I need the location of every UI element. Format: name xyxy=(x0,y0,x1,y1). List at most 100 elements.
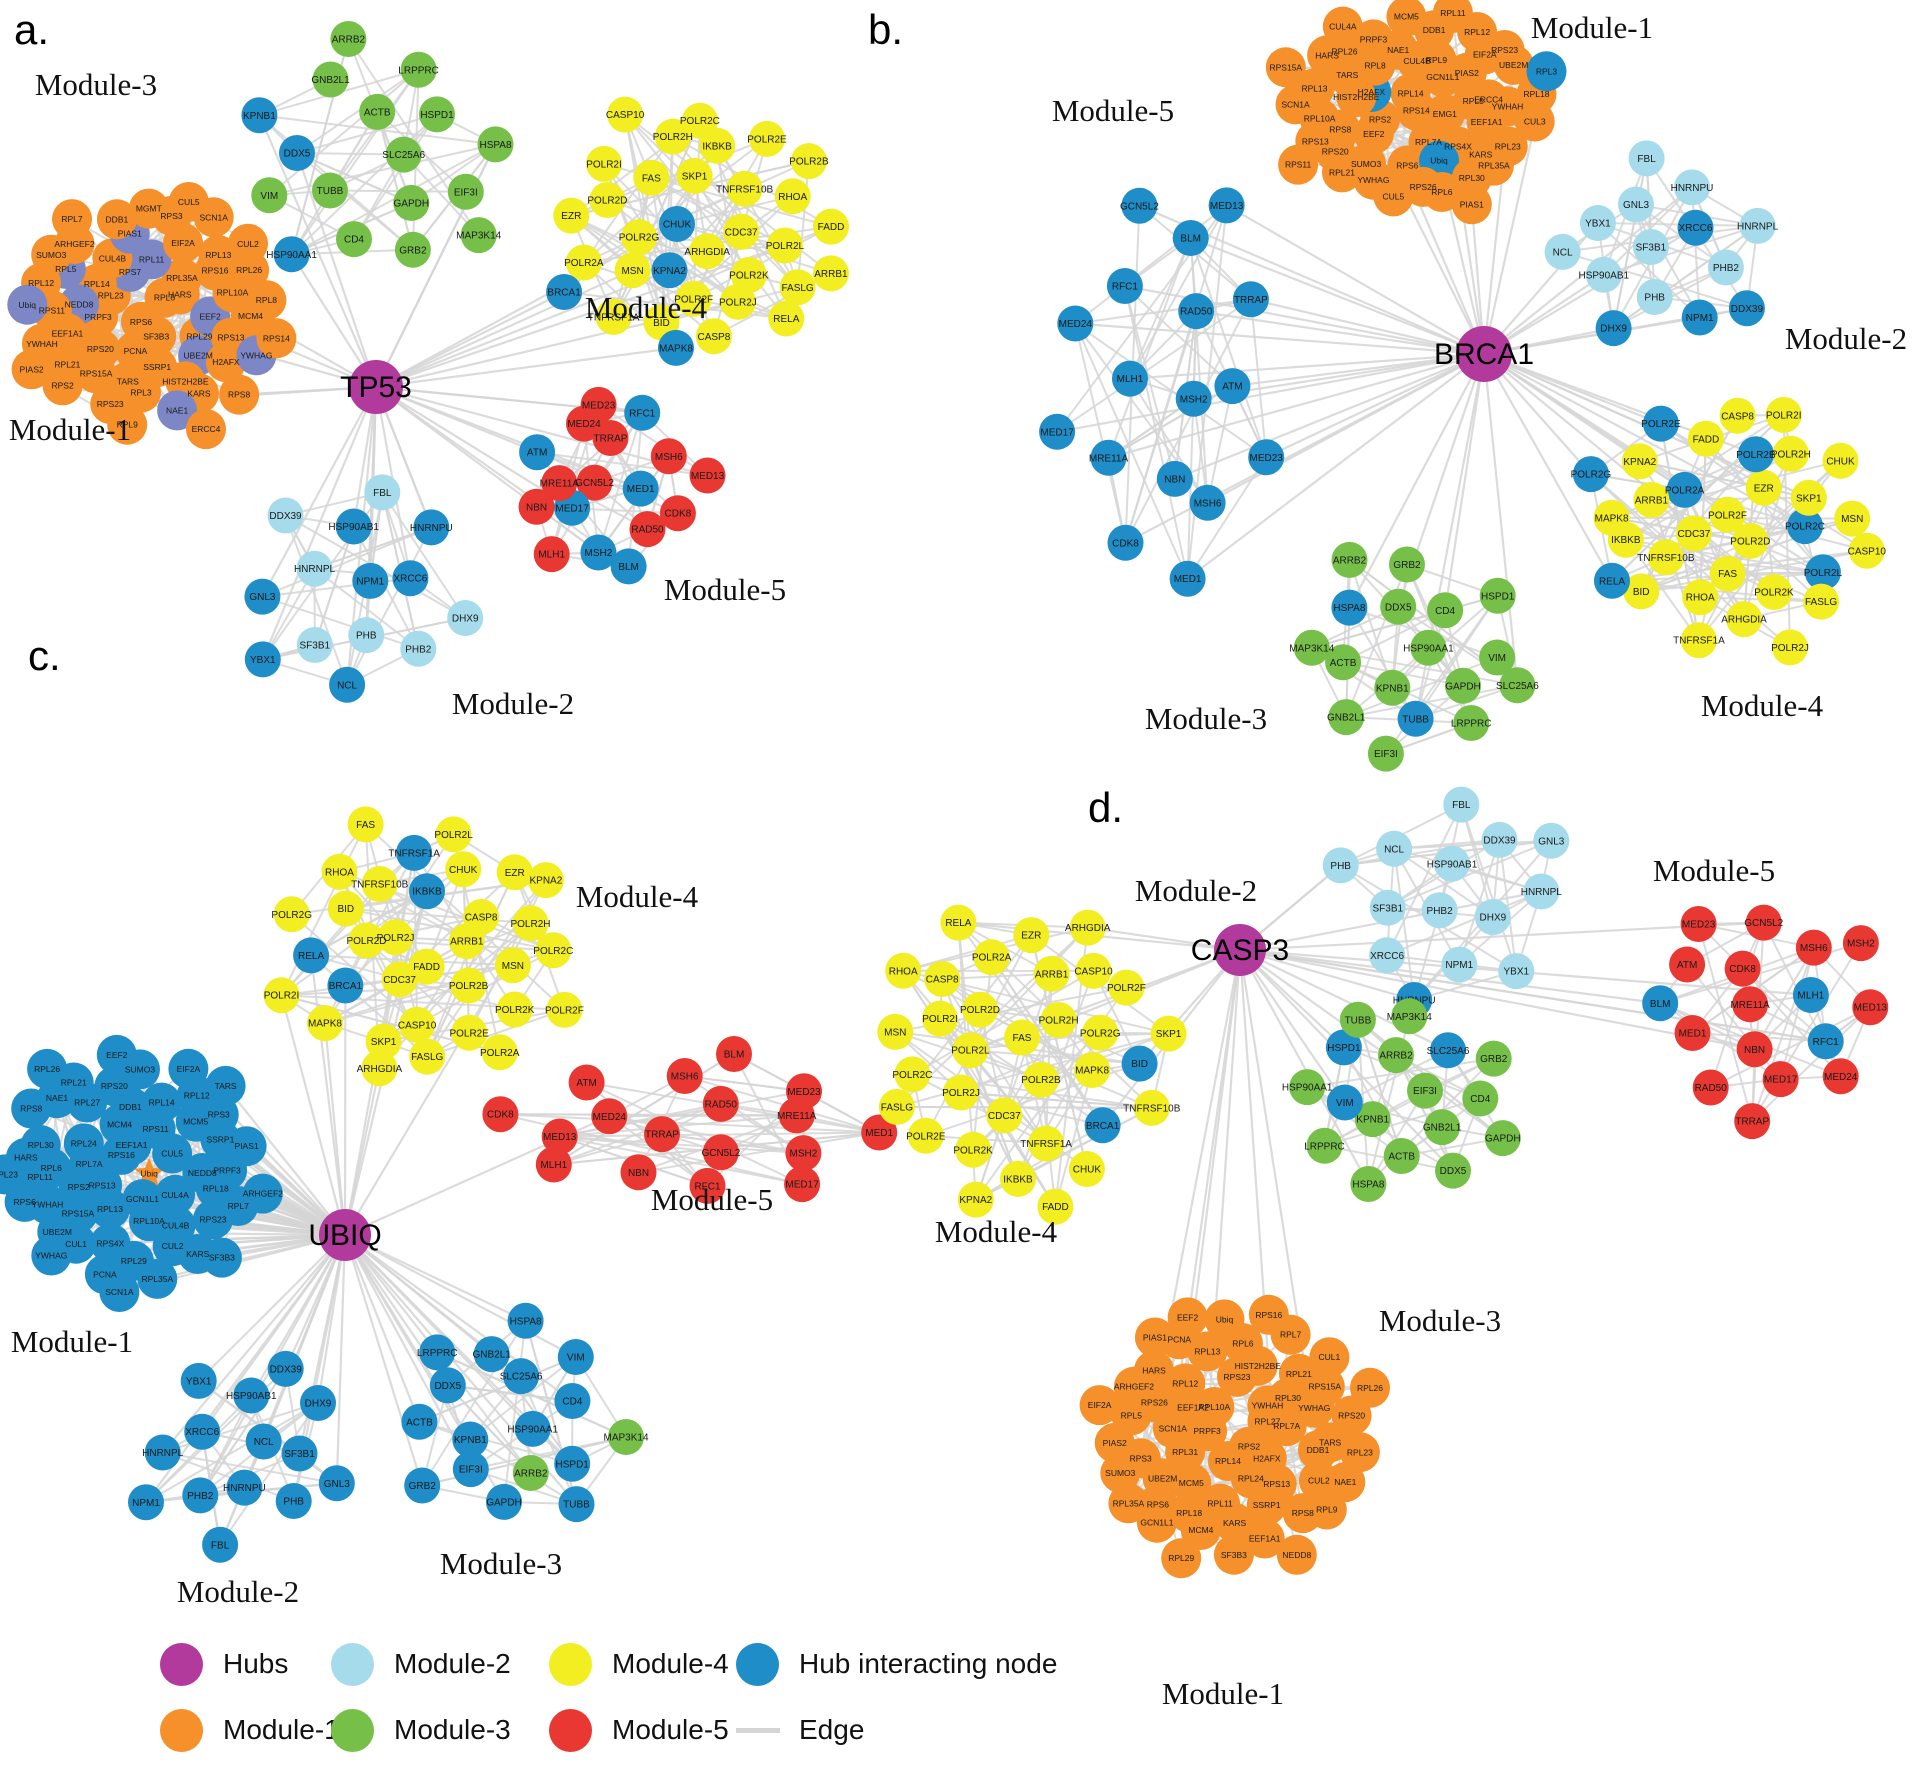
node-RHOA[interactable] xyxy=(1682,579,1719,616)
node-HSPA8[interactable] xyxy=(507,1302,544,1339)
node-ARRB2[interactable] xyxy=(1331,541,1368,578)
node-FBL[interactable] xyxy=(1628,140,1665,177)
node-POLR2D[interactable] xyxy=(589,182,626,218)
node-BRCA1[interactable] xyxy=(327,967,364,1004)
node-POLR2E[interactable] xyxy=(451,1014,488,1051)
node-GNB2L1[interactable] xyxy=(473,1336,510,1373)
node-HNRNPU[interactable] xyxy=(226,1469,263,1506)
node-EIF3I[interactable] xyxy=(1407,1072,1443,1109)
node-TNFRSF1A[interactable] xyxy=(396,834,433,871)
node-HSP90AB1[interactable] xyxy=(335,508,372,545)
node-MED1[interactable] xyxy=(622,470,659,507)
node-CD4[interactable] xyxy=(1427,592,1464,629)
node-HSP90AA1[interactable] xyxy=(273,236,310,273)
node-SKP1[interactable] xyxy=(676,157,713,194)
node-MED23[interactable] xyxy=(580,386,617,423)
node-POLR2D[interactable] xyxy=(962,991,998,1028)
node-FADD[interactable] xyxy=(408,948,445,985)
node-PHB2[interactable] xyxy=(1421,892,1458,929)
node-GCN5L2[interactable] xyxy=(1745,904,1782,941)
node-CUL4A[interactable] xyxy=(155,1174,196,1215)
node-POLR2I[interactable] xyxy=(922,1000,958,1037)
node-CDK8[interactable] xyxy=(1724,950,1761,987)
node-MSN[interactable] xyxy=(614,252,651,289)
node-ATM[interactable] xyxy=(1669,946,1706,983)
node-GNB2L1[interactable] xyxy=(1424,1109,1461,1146)
node-POLR2I[interactable] xyxy=(586,145,622,182)
node-TRRAP[interactable] xyxy=(1734,1103,1771,1140)
node-POLR2G[interactable] xyxy=(1082,1014,1119,1051)
node-YWHAG[interactable] xyxy=(31,1235,72,1276)
node-HSPD1[interactable] xyxy=(1479,577,1516,614)
node-GCN5L2[interactable] xyxy=(702,1134,739,1171)
node-BLM[interactable] xyxy=(1642,985,1679,1022)
node-HSPD1[interactable] xyxy=(419,96,455,133)
node-GRB2[interactable] xyxy=(394,231,431,268)
node-EIF3I[interactable] xyxy=(1367,735,1404,772)
node-PHB[interactable] xyxy=(1322,847,1359,884)
node-POLR2E[interactable] xyxy=(749,120,785,157)
node-KPNA2[interactable] xyxy=(651,252,688,289)
node-KPNB1[interactable] xyxy=(1374,669,1411,706)
node-MAP3K14[interactable] xyxy=(608,1419,644,1455)
node-CASP10[interactable] xyxy=(1848,532,1885,569)
node-RPS14[interactable] xyxy=(256,318,297,359)
node-MSH6[interactable] xyxy=(1189,484,1226,521)
node-MSH2[interactable] xyxy=(785,1135,822,1172)
node-PHB[interactable] xyxy=(348,617,385,654)
node-SF3B1[interactable] xyxy=(281,1435,318,1472)
node-RPL14[interactable] xyxy=(1390,73,1431,114)
node-RPL12[interactable] xyxy=(1165,1363,1206,1404)
node-NCL[interactable] xyxy=(329,666,366,703)
node-TUBB[interactable] xyxy=(1339,1001,1376,1038)
node-RPL35A[interactable] xyxy=(1108,1483,1149,1524)
node-BID[interactable] xyxy=(1623,573,1660,610)
node-MSH2[interactable] xyxy=(580,534,617,571)
node-MED1[interactable] xyxy=(1169,560,1206,597)
node-ACTB[interactable] xyxy=(359,93,396,130)
node-BLM[interactable] xyxy=(1172,220,1209,256)
node-GAPDH[interactable] xyxy=(1484,1120,1521,1157)
node-HNRNPL[interactable] xyxy=(1523,873,1560,910)
node-CASP10[interactable] xyxy=(399,1006,436,1043)
hub-BRCA1[interactable] xyxy=(1456,326,1512,382)
node-POLR2C[interactable] xyxy=(681,102,718,139)
node-POLR2E[interactable] xyxy=(907,1117,944,1154)
node-ATM[interactable] xyxy=(568,1064,605,1101)
node-BRCA1[interactable] xyxy=(1084,1107,1121,1144)
node-GRB2[interactable] xyxy=(1475,1040,1512,1077)
node-ATM[interactable] xyxy=(1214,368,1251,405)
node-HNRNPU[interactable] xyxy=(413,509,450,546)
node-PHB[interactable] xyxy=(1636,279,1673,315)
node-FADD[interactable] xyxy=(1687,420,1724,457)
node-RELA[interactable] xyxy=(940,904,977,941)
node-RPL3[interactable] xyxy=(1526,51,1567,92)
node-MAP3K14[interactable] xyxy=(1391,998,1428,1035)
node-PIAS2[interactable] xyxy=(11,349,52,390)
node-POLR2C[interactable] xyxy=(535,932,572,969)
node-POLR2B[interactable] xyxy=(1737,436,1774,473)
node-ACTB[interactable] xyxy=(1325,644,1362,681)
node-POLR2K[interactable] xyxy=(955,1131,992,1168)
node-FASLG[interactable] xyxy=(779,269,816,306)
node-HNRNPL[interactable] xyxy=(144,1434,181,1471)
node-NAE1[interactable] xyxy=(157,390,198,431)
node-CHUK[interactable] xyxy=(659,206,695,242)
node-KPNB1[interactable] xyxy=(1354,1101,1391,1138)
node-HSPD1[interactable] xyxy=(1325,1029,1362,1066)
node-CDK8[interactable] xyxy=(659,495,696,532)
node-MSH2[interactable] xyxy=(1175,380,1212,417)
node-YBX1[interactable] xyxy=(244,641,281,678)
node-IKBKB[interactable] xyxy=(699,127,736,164)
node-TNFRSF1A[interactable] xyxy=(1680,622,1717,659)
hub-CASP3[interactable] xyxy=(1214,924,1266,976)
node-CUL2[interactable] xyxy=(228,223,268,264)
node-MED13[interactable] xyxy=(689,457,726,494)
node-ACTB[interactable] xyxy=(1383,1138,1420,1174)
node-KPNB1[interactable] xyxy=(241,97,278,134)
node-RHOA[interactable] xyxy=(774,178,811,215)
node-TUBB[interactable] xyxy=(312,172,348,209)
node-RPL24[interactable] xyxy=(63,1123,104,1164)
node-DHX9[interactable] xyxy=(1595,310,1632,347)
node-RHOA[interactable] xyxy=(321,853,358,890)
